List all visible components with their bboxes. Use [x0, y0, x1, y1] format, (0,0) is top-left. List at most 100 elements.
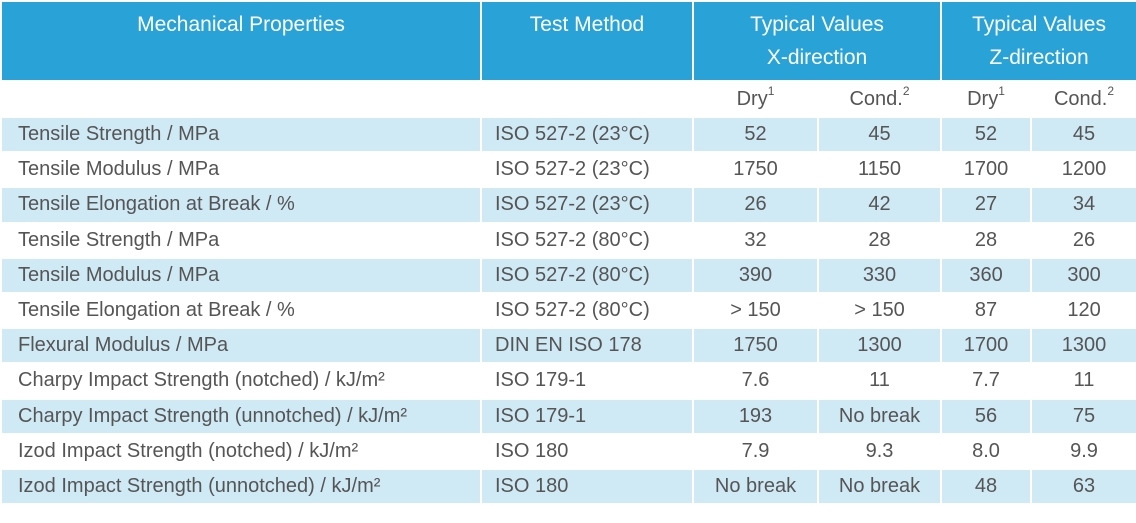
value-cell: 87 [940, 291, 1033, 330]
table-body: Dry1 Cond.2 Dry1 Cond.2 Tensile Strength / M… [0, 80, 1136, 506]
value-cell: 75 [1030, 397, 1136, 435]
data-row: Izod Impact Strength (notched) / kJ/m² IS… [0, 432, 1136, 470]
value-cell: 193 [692, 397, 819, 435]
subheader-label: Cond. [849, 87, 903, 110]
value-cell: 42 [816, 186, 943, 224]
property-cell: Tensile Elongation at Break / % [0, 291, 482, 330]
properties-table: Mechanical Properties Test Method Typical … [0, 0, 1136, 506]
value-cell: 32 [692, 221, 819, 259]
value-cell: 360 [940, 256, 1033, 294]
footnote-mark: 1 [767, 83, 775, 98]
data-row: Tensile Elongation at Break / % ISO 527-2… [0, 291, 1136, 330]
header-cell: Test Method [480, 0, 694, 82]
property-cell: Tensile Strength / MPa [0, 115, 482, 154]
empty-cell [480, 80, 694, 118]
data-row: Tensile Modulus / MPa ISO 527-2 (80°C) 390… [0, 256, 1136, 294]
property-cell: Izod Impact Strength (unnotched) / kJ/m² [0, 467, 482, 506]
subheader-label: Dry [967, 87, 999, 110]
value-cell: 9.9 [1030, 432, 1136, 470]
header-text: Mechanical Properties [137, 13, 345, 36]
method-cell: DIN EN ISO 178 [480, 327, 694, 365]
header-text: Z-direction [989, 46, 1089, 69]
value-cell: 28 [940, 221, 1033, 259]
data-row: Izod Impact Strength (unnotched) / kJ/m²… [0, 467, 1136, 506]
method-cell: ISO 527-2 (23°C) [480, 186, 694, 224]
value-cell: 34 [1030, 186, 1136, 224]
value-cell: 56 [940, 397, 1033, 435]
method-cell: ISO 527-2 (80°C) [480, 221, 694, 259]
table-header: Mechanical Properties Test Method Typical … [0, 0, 1136, 82]
subheader-cell: Cond.2 [816, 80, 943, 118]
footnote-mark: 2 [902, 83, 910, 98]
value-cell: 26 [692, 186, 819, 224]
header-text: X-direction [766, 46, 868, 69]
header-row: Mechanical Properties Test Method Typical … [0, 0, 1136, 82]
method-cell: ISO 180 [480, 467, 694, 506]
data-row: Charpy Impact Strength (notched) / kJ/m²… [0, 362, 1136, 400]
value-cell: 8.0 [940, 432, 1033, 470]
property-cell: Tensile Modulus / MPa [0, 151, 482, 189]
value-cell: 1300 [816, 327, 943, 365]
footnote-mark: 1 [998, 83, 1005, 98]
value-cell: 48 [940, 467, 1033, 506]
value-cell: No break [816, 397, 943, 435]
property-cell: Izod Impact Strength (notched) / kJ/m² [0, 432, 482, 470]
subheader-label: Dry [736, 87, 768, 110]
header-text: Test Method [529, 13, 645, 36]
value-cell: 28 [816, 221, 943, 259]
method-cell: ISO 527-2 (23°C) [480, 151, 694, 189]
value-cell: 11 [816, 362, 943, 400]
header-text: Typical Values [750, 13, 884, 36]
property-cell: Tensile Elongation at Break / % [0, 186, 482, 224]
value-cell: No break [692, 467, 819, 506]
method-cell: ISO 179-1 [480, 362, 694, 400]
header-text: Typical Values [972, 13, 1106, 36]
header-cell: Mechanical Properties [0, 0, 482, 82]
value-cell: 45 [1030, 115, 1136, 154]
value-cell: 52 [940, 115, 1033, 154]
value-cell: 9.3 [816, 432, 943, 470]
value-cell: > 150 [816, 291, 943, 330]
data-row: Tensile Strength / MPa ISO 527-2 (80°C) 32… [0, 221, 1136, 259]
value-cell: 300 [1030, 256, 1136, 294]
value-cell: 390 [692, 256, 819, 294]
value-cell: 1200 [1030, 151, 1136, 189]
value-cell: 11 [1030, 362, 1136, 400]
property-cell: Tensile Strength / MPa [0, 221, 482, 259]
subheader-cell: Dry1 [940, 80, 1033, 118]
value-cell: > 150 [692, 291, 819, 330]
value-cell: 7.9 [692, 432, 819, 470]
method-cell: ISO 179-1 [480, 397, 694, 435]
value-cell: 1700 [940, 327, 1033, 365]
value-cell: 52 [692, 115, 819, 154]
value-cell: 7.7 [940, 362, 1033, 400]
value-cell: 27 [940, 186, 1033, 224]
subheader-cell: Cond.2 [1030, 80, 1136, 118]
data-row: Tensile Strength / MPa ISO 527-2 (23°C) 52… [0, 115, 1136, 154]
value-cell: 1300 [1030, 327, 1136, 365]
subheader-cell: Dry1 [692, 80, 819, 118]
value-cell: 1150 [816, 151, 943, 189]
value-cell: 1750 [692, 327, 819, 365]
value-cell: 63 [1030, 467, 1136, 506]
value-cell: 120 [1030, 291, 1136, 330]
subheader-row: Dry1 Cond.2 Dry1 Cond.2 [0, 80, 1136, 118]
value-cell: 7.6 [692, 362, 819, 400]
value-cell: 1700 [940, 151, 1033, 189]
property-cell: Charpy Impact Strength (notched) / kJ/m² [0, 362, 482, 400]
method-cell: ISO 180 [480, 432, 694, 470]
header-cell: Typical Values Z-direction [940, 0, 1136, 82]
property-cell: Charpy Impact Strength (unnotched) / kJ/… [0, 397, 482, 435]
method-cell: ISO 527-2 (23°C) [480, 115, 694, 154]
method-cell: ISO 527-2 (80°C) [480, 256, 694, 294]
subheader-label: Cond. [1053, 87, 1108, 110]
value-cell: 45 [816, 115, 943, 154]
property-cell: Tensile Modulus / MPa [0, 256, 482, 294]
method-cell: ISO 527-2 (80°C) [480, 291, 694, 330]
value-cell: 330 [816, 256, 943, 294]
footnote-mark: 2 [1107, 83, 1115, 98]
data-row: Charpy Impact Strength (unnotched) / kJ/… [0, 397, 1136, 435]
data-row: Flexural Modulus / MPa DIN EN ISO 178 1750… [0, 327, 1136, 365]
value-cell: 26 [1030, 221, 1136, 259]
value-cell: 1750 [692, 151, 819, 189]
